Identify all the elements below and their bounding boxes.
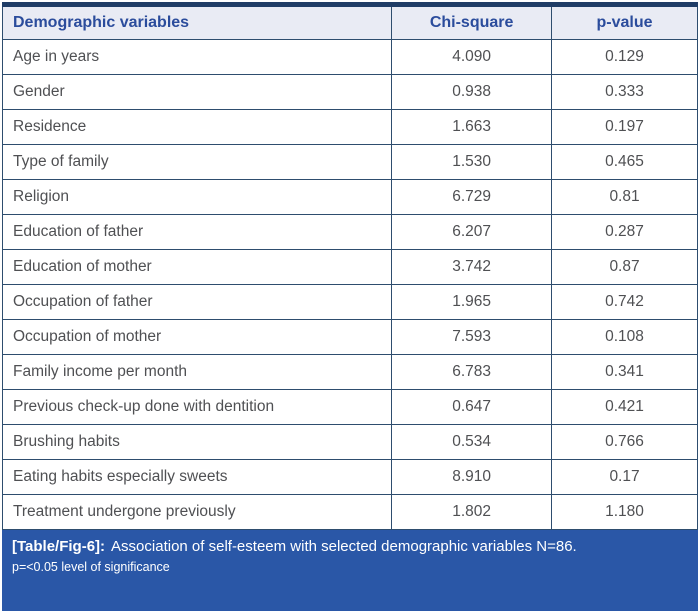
cell-p-value: 0.17 bbox=[551, 459, 698, 495]
cell-p-value: 0.421 bbox=[551, 389, 698, 425]
cell-p-value: 0.742 bbox=[551, 284, 698, 320]
caption-text: Association of self-esteem with selected… bbox=[111, 538, 577, 555]
cell-p-value: 0.81 bbox=[551, 179, 698, 215]
header-row: Demographic variables Chi-square p-value bbox=[1, 4, 698, 40]
cell-variable: Religion bbox=[1, 179, 393, 215]
cell-variable: Previous check-up done with dentition bbox=[1, 389, 393, 425]
cell-p-value: 0.341 bbox=[551, 354, 698, 390]
caption-line: [Table/Fig-6]: Association of self-esteem… bbox=[12, 537, 688, 557]
table-row: Brushing habits 0.534 0.766 bbox=[1, 424, 698, 460]
table-row: Residence 1.663 0.197 bbox=[1, 109, 698, 145]
table-row: Gender 0.938 0.333 bbox=[1, 74, 698, 110]
table-row: Eating habits especially sweets 8.910 0.17 bbox=[1, 459, 698, 495]
cell-variable: Occupation of mother bbox=[1, 319, 393, 355]
cell-chi-square: 6.207 bbox=[391, 214, 553, 250]
cell-chi-square: 6.783 bbox=[391, 354, 553, 390]
table-row: Treatment undergone previously 1.802 1.180 bbox=[1, 494, 698, 530]
cell-p-value: 0.465 bbox=[551, 144, 698, 180]
column-header-p-value: p-value bbox=[551, 4, 698, 40]
cell-variable: Treatment undergone previously bbox=[1, 494, 393, 530]
cell-p-value: 0.129 bbox=[551, 39, 698, 75]
caption-significance-note: p=<0.05 level of significance bbox=[12, 560, 170, 574]
cell-p-value: 0.108 bbox=[551, 319, 698, 355]
cell-p-value: 0.333 bbox=[551, 74, 698, 110]
cell-p-value: 0.87 bbox=[551, 249, 698, 285]
table-row: Age in years 4.090 0.129 bbox=[1, 39, 698, 75]
cell-chi-square: 6.729 bbox=[391, 179, 553, 215]
cell-chi-square: 0.938 bbox=[391, 74, 553, 110]
table-row: Type of family 1.530 0.465 bbox=[1, 144, 698, 180]
table-row: Previous check-up done with dentition 0.6… bbox=[1, 389, 698, 425]
caption-bar: [Table/Fig-6]: Association of self-esteem… bbox=[2, 530, 698, 611]
cell-variable: Education of mother bbox=[1, 249, 393, 285]
cell-variable: Eating habits especially sweets bbox=[1, 459, 393, 495]
cell-variable: Family income per month bbox=[1, 354, 393, 390]
cell-chi-square: 0.647 bbox=[391, 389, 553, 425]
cell-variable: Brushing habits bbox=[1, 424, 393, 460]
table-row: Religion 6.729 0.81 bbox=[1, 179, 698, 215]
statistics-table: Demographic variables Chi-square p-value… bbox=[1, 2, 698, 530]
cell-chi-square: 0.534 bbox=[391, 424, 553, 460]
cell-chi-square: 1.530 bbox=[391, 144, 553, 180]
cell-variable: Gender bbox=[1, 74, 393, 110]
cell-p-value: 0.287 bbox=[551, 214, 698, 250]
cell-chi-square: 7.593 bbox=[391, 319, 553, 355]
column-header-chi-square: Chi-square bbox=[391, 4, 553, 40]
cell-variable: Type of family bbox=[1, 144, 393, 180]
cell-p-value: 0.766 bbox=[551, 424, 698, 460]
cell-chi-square: 1.663 bbox=[391, 109, 553, 145]
cell-p-value: 1.180 bbox=[551, 494, 698, 530]
cell-variable: Education of father bbox=[1, 214, 393, 250]
caption-label: [Table/Fig-6]: bbox=[12, 538, 106, 555]
table-row: Education of father 6.207 0.287 bbox=[1, 214, 698, 250]
cell-chi-square: 1.802 bbox=[391, 494, 553, 530]
cell-variable: Age in years bbox=[1, 39, 393, 75]
table-row: Education of mother 3.742 0.87 bbox=[1, 249, 698, 285]
cell-chi-square: 8.910 bbox=[391, 459, 553, 495]
table-row: Family income per month 6.783 0.341 bbox=[1, 354, 698, 390]
column-header-demographic-variables: Demographic variables bbox=[1, 4, 393, 40]
table-header: Demographic variables Chi-square p-value bbox=[1, 4, 698, 40]
table-row: Occupation of father 1.965 0.742 bbox=[1, 284, 698, 320]
cell-chi-square: 4.090 bbox=[391, 39, 553, 75]
table-body: Age in years 4.090 0.129 Gender 0.938 0.333 Re… bbox=[1, 39, 698, 530]
cell-p-value: 0.197 bbox=[551, 109, 698, 145]
cell-chi-square: 1.965 bbox=[391, 284, 553, 320]
cell-chi-square: 3.742 bbox=[391, 249, 553, 285]
table-row: Occupation of mother 7.593 0.108 bbox=[1, 319, 698, 355]
cell-variable: Residence bbox=[1, 109, 393, 145]
cell-variable: Occupation of father bbox=[1, 284, 393, 320]
